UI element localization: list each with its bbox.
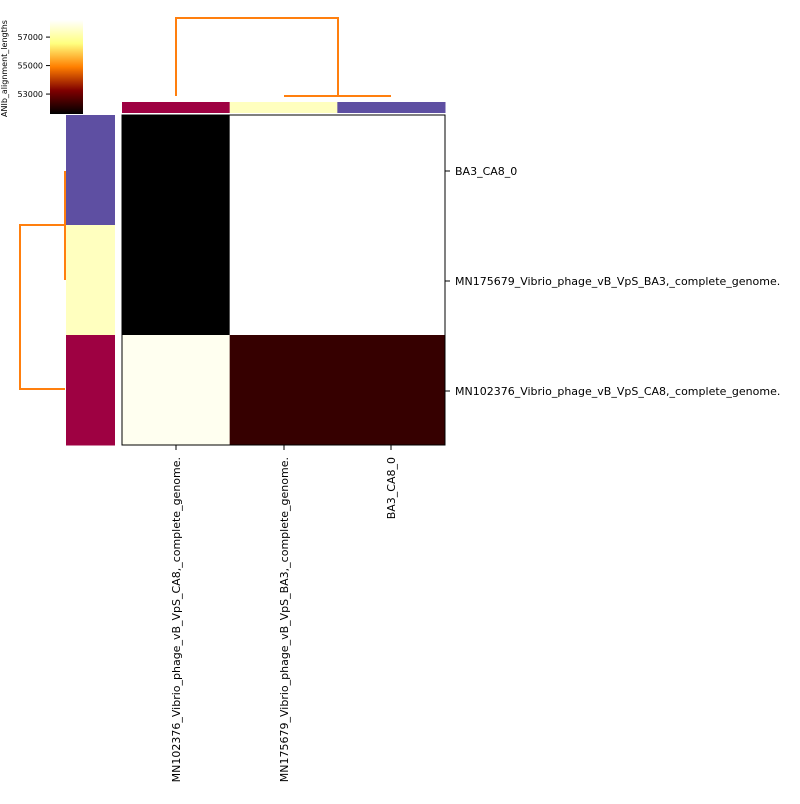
colorbar-ticks: 53000 55000 57000	[18, 33, 50, 99]
heatmap-cell	[337, 115, 446, 226]
heatmap-cell	[337, 225, 446, 336]
column-color-cell	[122, 102, 231, 113]
row-label-2: MN175679_Vibrio_phage_vB_VpS_BA3,_comple…	[455, 275, 780, 288]
heatmap-cell	[229, 225, 338, 336]
column-labels: MN102376_Vibrio_phage_vB_VpS_CA8,_comple…	[170, 445, 398, 782]
row-label-3: MN102376_Vibrio_phage_vB_VpS_CA8,_comple…	[455, 385, 780, 398]
column-dendrogram	[175, 17, 391, 97]
column-label-3: BA3_CA8_0	[385, 457, 398, 519]
heatmap	[122, 115, 446, 446]
row-color-cell	[66, 225, 115, 336]
row-dendrogram-link-top	[19, 224, 65, 390]
row-labels: BA3_CA8_0 MN175679_Vibrio_phage_vB_VpS_B…	[445, 165, 780, 398]
heatmap-cell	[229, 335, 338, 446]
heatmap-cell	[229, 115, 338, 226]
colorbar-tick-label: 57000	[18, 33, 43, 42]
column-color-cell	[337, 102, 446, 113]
colorbar-gradient	[50, 20, 83, 114]
row-color-cell	[66, 335, 115, 446]
colorbar-label: ANIb_alignment_lengths	[0, 20, 9, 117]
column-label-1: MN102376_Vibrio_phage_vB_VpS_CA8,_comple…	[170, 457, 183, 782]
heatmap-cell	[122, 225, 231, 336]
heatmap-cell	[337, 335, 446, 446]
colorbar-tick-label: 55000	[18, 62, 43, 71]
heatmap-cell	[122, 335, 231, 446]
column-label-2: MN175679_Vibrio_phage_vB_VpS_BA3,_comple…	[278, 457, 291, 782]
colorbar: 53000 55000 57000 ANIb_alignment_lengths	[0, 20, 83, 117]
row-color-strip	[66, 115, 115, 446]
column-color-cell	[229, 102, 338, 113]
row-dendrogram	[19, 171, 66, 390]
heatmap-cell	[122, 115, 231, 226]
column-color-strip	[122, 102, 446, 113]
row-label-1: BA3_CA8_0	[455, 165, 517, 178]
colorbar-tick-label: 53000	[18, 90, 43, 99]
column-dendrogram-link-top	[175, 17, 339, 96]
row-color-cell	[66, 115, 115, 226]
